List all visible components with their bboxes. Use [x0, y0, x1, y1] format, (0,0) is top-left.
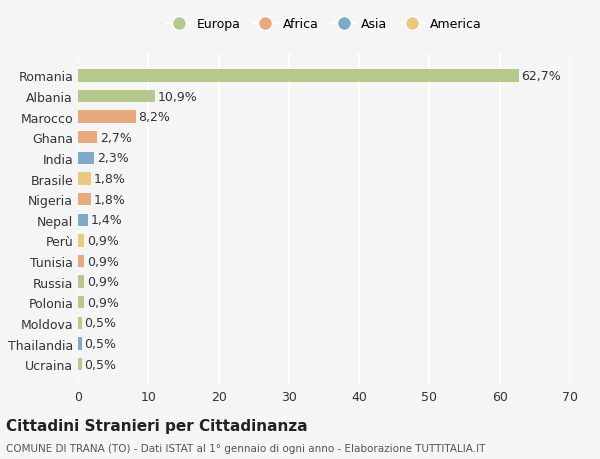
Bar	[78, 358, 82, 370]
Text: 2,3%: 2,3%	[97, 152, 129, 165]
Text: Cittadini Stranieri per Cittadinanza: Cittadini Stranieri per Cittadinanza	[6, 418, 308, 433]
Text: 10,9%: 10,9%	[157, 90, 197, 103]
Text: 0,9%: 0,9%	[87, 255, 119, 268]
Text: 1,8%: 1,8%	[94, 173, 125, 185]
Bar	[78, 276, 85, 288]
Text: 0,5%: 0,5%	[85, 317, 116, 330]
Bar	[78, 111, 136, 123]
Text: 0,9%: 0,9%	[87, 275, 119, 289]
Bar	[78, 173, 91, 185]
Bar	[78, 194, 91, 206]
Legend: Europa, Africa, Asia, America: Europa, Africa, Asia, America	[166, 18, 482, 31]
Text: 62,7%: 62,7%	[521, 70, 561, 83]
Text: 0,9%: 0,9%	[87, 235, 119, 247]
Bar	[78, 338, 82, 350]
Text: 0,5%: 0,5%	[85, 337, 116, 350]
Text: 1,4%: 1,4%	[91, 214, 122, 227]
Text: 1,8%: 1,8%	[94, 193, 125, 206]
Bar	[78, 255, 85, 268]
Bar	[78, 214, 88, 226]
Bar	[78, 70, 518, 83]
Bar	[78, 152, 94, 165]
Bar	[78, 91, 155, 103]
Text: COMUNE DI TRANA (TO) - Dati ISTAT al 1° gennaio di ogni anno - Elaborazione TUTT: COMUNE DI TRANA (TO) - Dati ISTAT al 1° …	[6, 443, 485, 453]
Bar	[78, 297, 85, 309]
Bar	[78, 235, 85, 247]
Text: 8,2%: 8,2%	[139, 111, 170, 124]
Text: 0,9%: 0,9%	[87, 296, 119, 309]
Bar	[78, 132, 97, 144]
Text: 2,7%: 2,7%	[100, 132, 131, 145]
Bar	[78, 317, 82, 330]
Text: 0,5%: 0,5%	[85, 358, 116, 371]
